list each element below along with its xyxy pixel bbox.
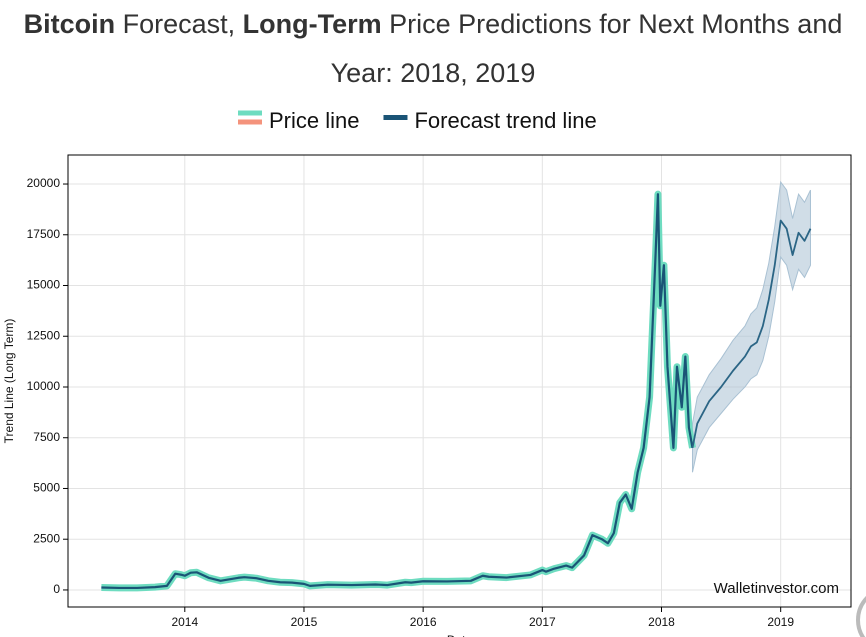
legend-swatch	[238, 110, 262, 116]
y-tick-label: 17500	[27, 227, 61, 241]
legend-swatch	[383, 115, 408, 120]
x-tick-label: 2015	[291, 615, 318, 629]
series-line	[691, 219, 812, 449]
legend-label: Forecast trend line	[414, 108, 596, 133]
legend-label: Price line	[269, 108, 359, 133]
corner-button[interactable]	[856, 588, 866, 637]
y-axis-label: Trend Line (Long Term)	[2, 319, 16, 444]
y-tick-label: 2500	[33, 531, 60, 545]
title-part: Price Predictions for Next Months and Ye…	[330, 9, 843, 88]
x-tick-label: 2017	[529, 615, 556, 629]
title-part: Long-Term	[242, 9, 382, 39]
title-part: Bitcoin	[23, 9, 116, 39]
x-tick-label: 2014	[171, 615, 198, 629]
series-line	[101, 193, 694, 590]
x-axis-label: Date	[447, 633, 473, 637]
title-part: Forecast,	[115, 9, 243, 39]
confidence-band	[691, 180, 811, 473]
x-tick-label: 2016	[410, 615, 437, 629]
x-tick-label: 2018	[648, 615, 675, 629]
y-tick-label: 15000	[27, 278, 61, 292]
y-tick-label: 12500	[27, 328, 61, 342]
watermark: Walletinvestor.com	[714, 580, 839, 597]
legend-swatch	[238, 119, 262, 125]
y-tick-label: 20000	[27, 176, 61, 190]
y-tick-label: 10000	[27, 379, 61, 393]
y-tick-label: 5000	[33, 481, 60, 495]
y-tick-label: 0	[53, 582, 60, 596]
y-tick-label: 7500	[33, 430, 60, 444]
plot-border	[67, 154, 852, 608]
x-tick-label: 2019	[767, 615, 794, 629]
chart-title: Bitcoin Forecast, Long-Term Price Predic…	[0, 0, 866, 98]
